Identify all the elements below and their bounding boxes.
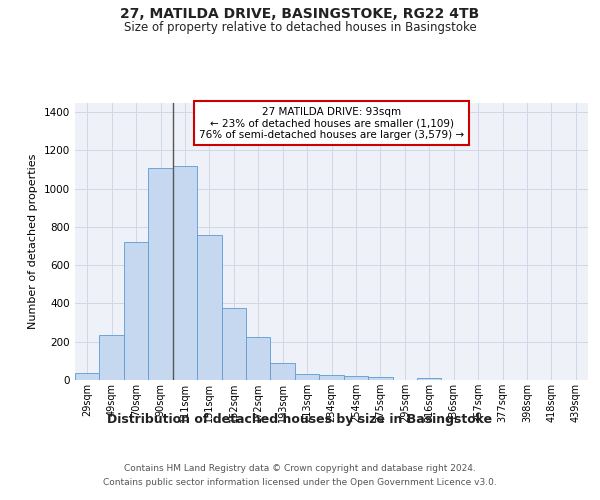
Bar — [246, 337, 271, 380]
Bar — [295, 374, 319, 380]
Bar — [100, 335, 124, 380]
Bar — [417, 378, 442, 380]
Text: Distribution of detached houses by size in Basingstoke: Distribution of detached houses by size … — [107, 412, 493, 426]
Text: Size of property relative to detached houses in Basingstoke: Size of property relative to detached ho… — [124, 21, 476, 34]
Bar — [319, 375, 344, 380]
Text: Contains HM Land Registry data © Crown copyright and database right 2024.: Contains HM Land Registry data © Crown c… — [124, 464, 476, 473]
Text: Contains public sector information licensed under the Open Government Licence v3: Contains public sector information licen… — [103, 478, 497, 487]
Bar — [344, 376, 368, 380]
Bar — [221, 308, 246, 380]
Bar — [148, 168, 173, 380]
Text: 27 MATILDA DRIVE: 93sqm
← 23% of detached houses are smaller (1,109)
76% of semi: 27 MATILDA DRIVE: 93sqm ← 23% of detache… — [199, 106, 464, 140]
Bar — [197, 234, 221, 380]
Bar — [75, 374, 100, 380]
Bar — [173, 166, 197, 380]
Text: 27, MATILDA DRIVE, BASINGSTOKE, RG22 4TB: 27, MATILDA DRIVE, BASINGSTOKE, RG22 4TB — [121, 8, 479, 22]
Y-axis label: Number of detached properties: Number of detached properties — [28, 154, 38, 329]
Bar — [271, 363, 295, 380]
Bar — [124, 242, 148, 380]
Bar — [368, 377, 392, 380]
